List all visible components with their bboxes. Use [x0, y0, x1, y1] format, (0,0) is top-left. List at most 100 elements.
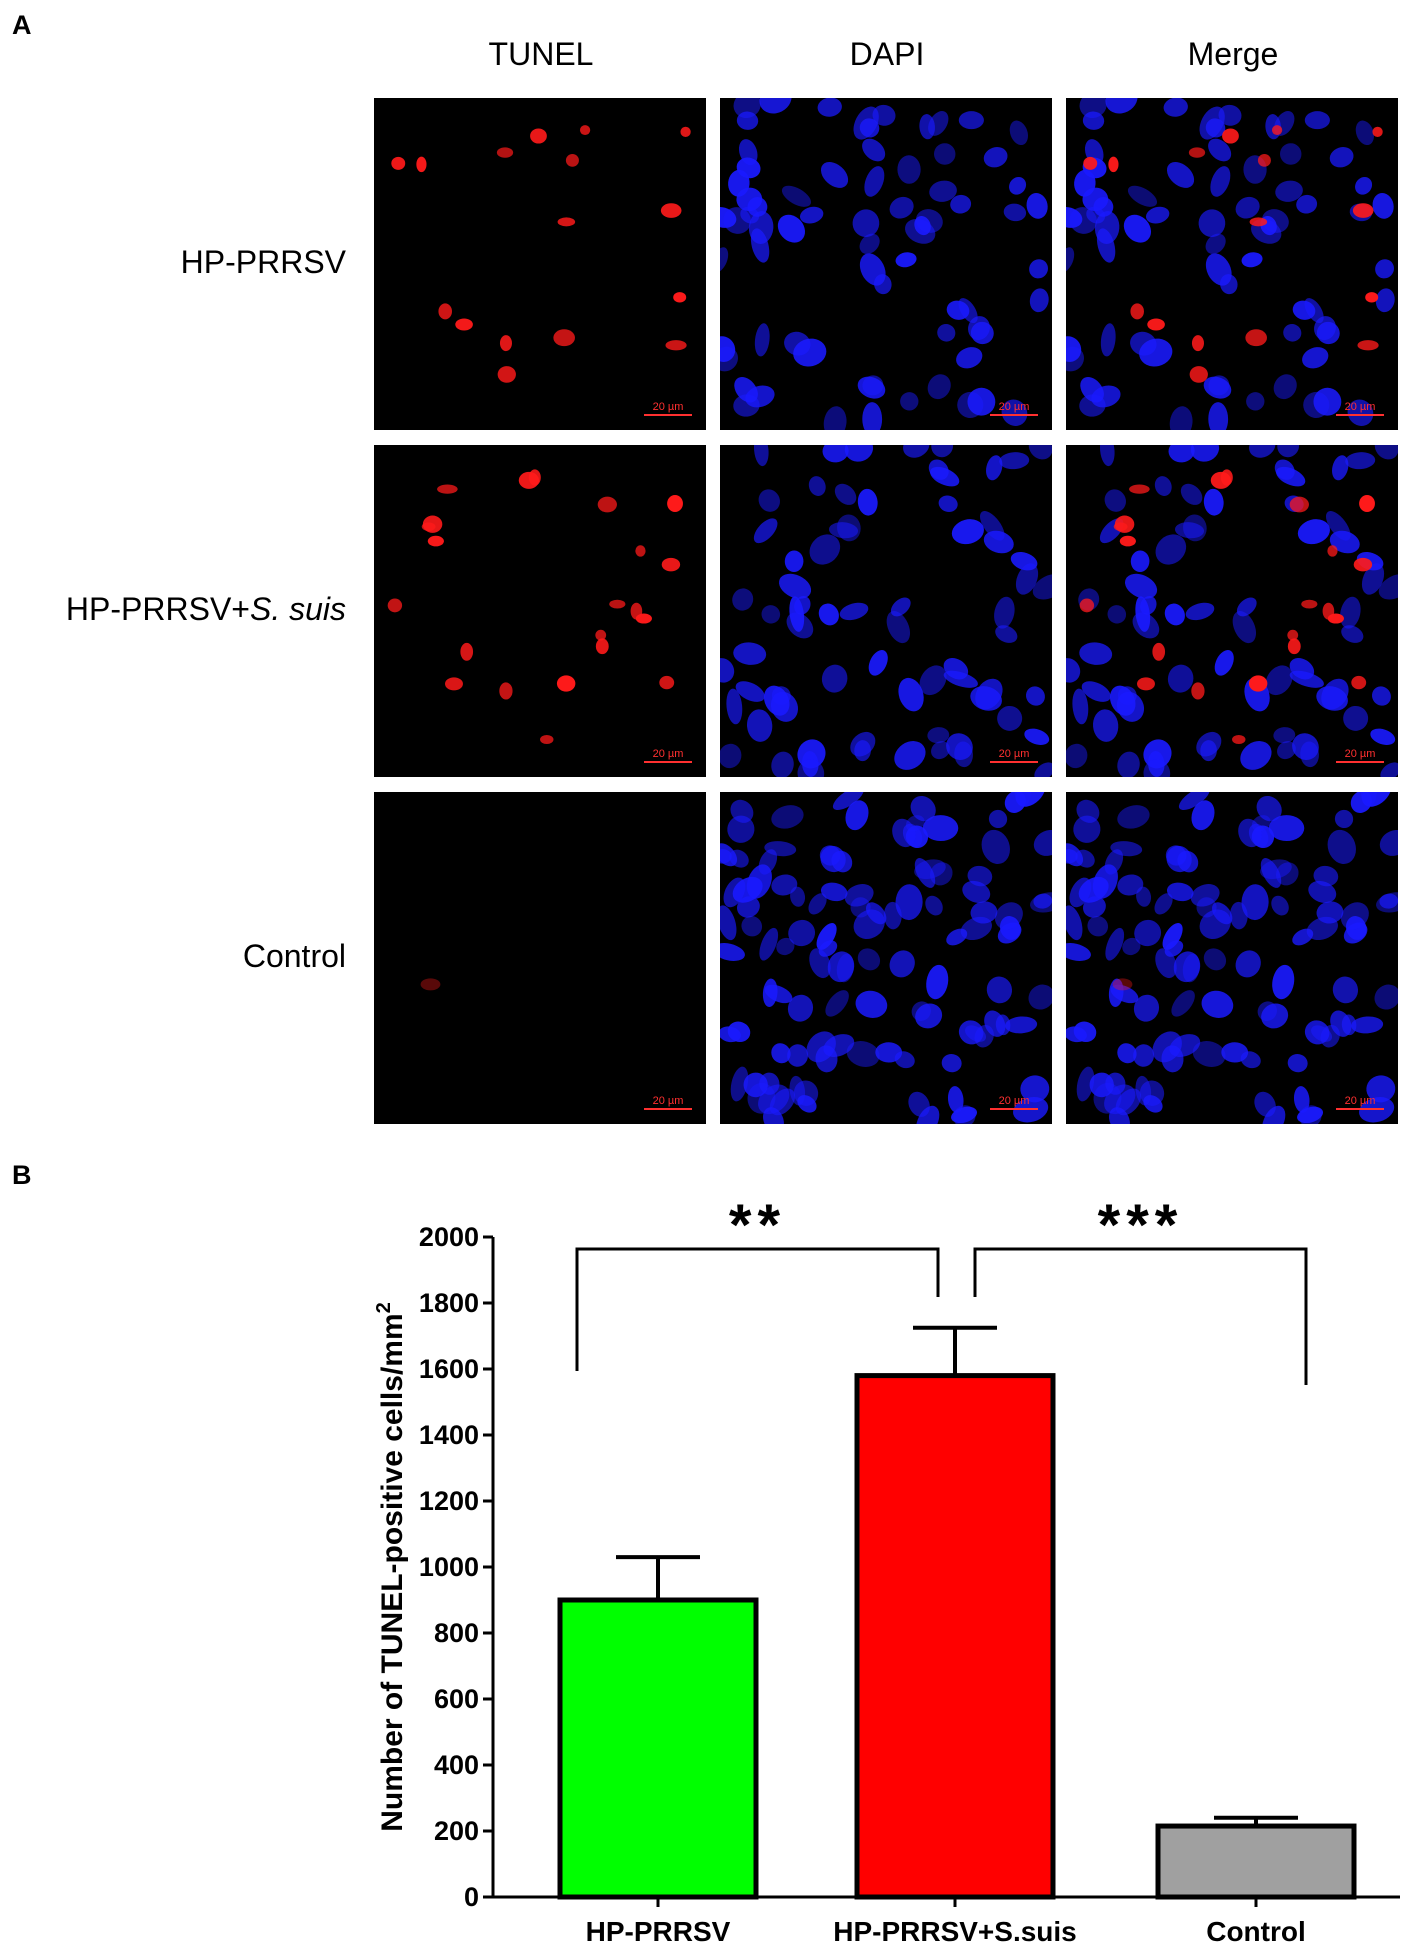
nucleus-blob	[865, 902, 887, 925]
nucleus-blob	[789, 596, 805, 632]
tunel-positive-cell	[1248, 675, 1268, 692]
tunel-positive-cell	[609, 599, 626, 609]
nucleus-blob	[1371, 686, 1391, 706]
nucleus-blob	[927, 374, 951, 400]
nucleus-blob	[928, 459, 949, 480]
nucleus-blob	[1313, 865, 1339, 887]
nucleus-blob	[1292, 928, 1314, 946]
nucleus-blob	[759, 98, 792, 114]
nucleus-blob	[914, 858, 936, 888]
nucleus-blob	[1232, 611, 1257, 644]
nucleus-blob	[736, 111, 759, 130]
nucleus-blob	[986, 455, 1003, 481]
nucleus-blob	[1026, 193, 1048, 219]
nucleus-blob	[1332, 455, 1349, 481]
row-label-text: Control	[242, 938, 346, 974]
nucleus-blob	[817, 98, 842, 117]
nucleus-blob	[761, 605, 781, 624]
nucleus-blob	[816, 923, 837, 950]
nucleus-blob	[1130, 550, 1150, 573]
nucleus-blob	[1117, 874, 1144, 896]
nucleus-blob	[771, 874, 798, 896]
nucleus-blob	[956, 347, 983, 369]
nucleus-blob	[776, 937, 795, 956]
nucleus-blob	[1198, 209, 1226, 238]
nucleus-blob	[1275, 862, 1299, 886]
nucleus-blob	[741, 915, 763, 937]
nucleus-blob	[733, 98, 761, 119]
scale-bar: 20 µm	[990, 748, 1038, 763]
nucleus-blob	[1143, 759, 1171, 777]
nucleus-blob	[1314, 316, 1336, 341]
tunel-positive-cell	[1152, 642, 1166, 661]
nucleus-blob	[1005, 1016, 1038, 1034]
tunel-positive-cell	[1249, 217, 1268, 227]
nucleus-blob	[815, 1045, 838, 1073]
tunel-positive-cell	[597, 496, 617, 513]
nucleus-blob	[720, 905, 737, 941]
significance-label-1: ***	[1098, 1193, 1184, 1258]
nucleus-blob	[1093, 197, 1114, 217]
nucleus-blob	[1109, 685, 1136, 716]
scale-bar-line	[1336, 414, 1384, 416]
nucleus-blob	[1168, 445, 1195, 463]
nucleus-blob	[1296, 194, 1318, 214]
nucleus-blob	[1161, 1045, 1184, 1073]
nucleus-blob	[1378, 574, 1398, 600]
micrograph-tunel-control: 20 µm	[374, 792, 706, 1124]
nucleus-blob	[1066, 943, 1091, 961]
panel-b-letter: B	[12, 1160, 32, 1190]
nucleus-blob	[1001, 399, 1028, 426]
nucleus-blob	[1332, 976, 1359, 1004]
tunel-positive-cell	[1137, 677, 1155, 691]
nucleus-blob	[946, 733, 973, 760]
micrograph-merge-hp-prrsv-s-suis: 20 µm	[1066, 445, 1398, 777]
nucleus-blob	[797, 759, 825, 777]
nucleus-blob	[747, 197, 768, 217]
tunel-positive-cell	[557, 217, 576, 227]
nucleus-blob	[1167, 664, 1194, 693]
tunel-positive-cell	[1365, 292, 1379, 303]
nucleus-blob	[1185, 602, 1215, 621]
nucleus-blob	[1033, 830, 1052, 856]
micrograph-dapi-hp-prrsv-s-suis: 20 µm	[720, 445, 1052, 777]
tunel-positive-cell	[1257, 154, 1271, 167]
scale-bar-line	[990, 761, 1038, 763]
y-tick-label: 1600	[419, 1354, 479, 1384]
tunel-positive-cell	[540, 734, 554, 745]
nucleus-blob	[1074, 169, 1096, 197]
nucleus-blob	[894, 741, 926, 770]
nucleus-blob	[1099, 445, 1115, 467]
nucleus-blob	[1289, 658, 1315, 680]
scale-bar-label: 20 µm	[998, 1095, 1030, 1107]
nucleus-blob	[1205, 253, 1232, 286]
tunel-positive-cell	[1287, 629, 1299, 641]
y-tick-label: 1000	[419, 1552, 479, 1582]
nucleus-blob	[820, 161, 849, 188]
nucleus-blob	[759, 927, 779, 961]
nucleus-blob	[1091, 385, 1121, 408]
nucleus-blob	[1308, 880, 1337, 903]
nucleus-blob	[947, 1086, 964, 1113]
micrograph-dapi-hp-prrsv: 20 µm	[720, 98, 1052, 430]
nucleus-blob	[862, 375, 884, 396]
nucleus-blob	[1287, 1053, 1308, 1073]
nucleus-blob	[1303, 391, 1330, 418]
tunel-positive-cell	[595, 638, 609, 655]
nucleus-blob	[1297, 1106, 1324, 1124]
nucleus-blob	[1104, 849, 1124, 875]
nucleus-blob	[1341, 625, 1364, 643]
nucleus-blob	[1105, 927, 1125, 961]
nucleus-blob	[926, 964, 949, 1000]
nucleus-blob	[784, 550, 804, 573]
micrograph-merge-hp-prrsv: 20 µm	[1066, 98, 1398, 430]
nucleus-blob	[1173, 951, 1201, 983]
bar-1	[854, 1373, 1056, 1900]
tunel-positive-cell	[579, 125, 591, 136]
y-tick-label: 1800	[419, 1288, 479, 1318]
nucleus-blob	[1122, 937, 1141, 956]
nucleus-blob	[720, 943, 745, 961]
nucleus-blob	[1133, 1044, 1155, 1067]
nucleus-blob	[1283, 324, 1302, 342]
nucleus-blob	[1123, 214, 1152, 243]
